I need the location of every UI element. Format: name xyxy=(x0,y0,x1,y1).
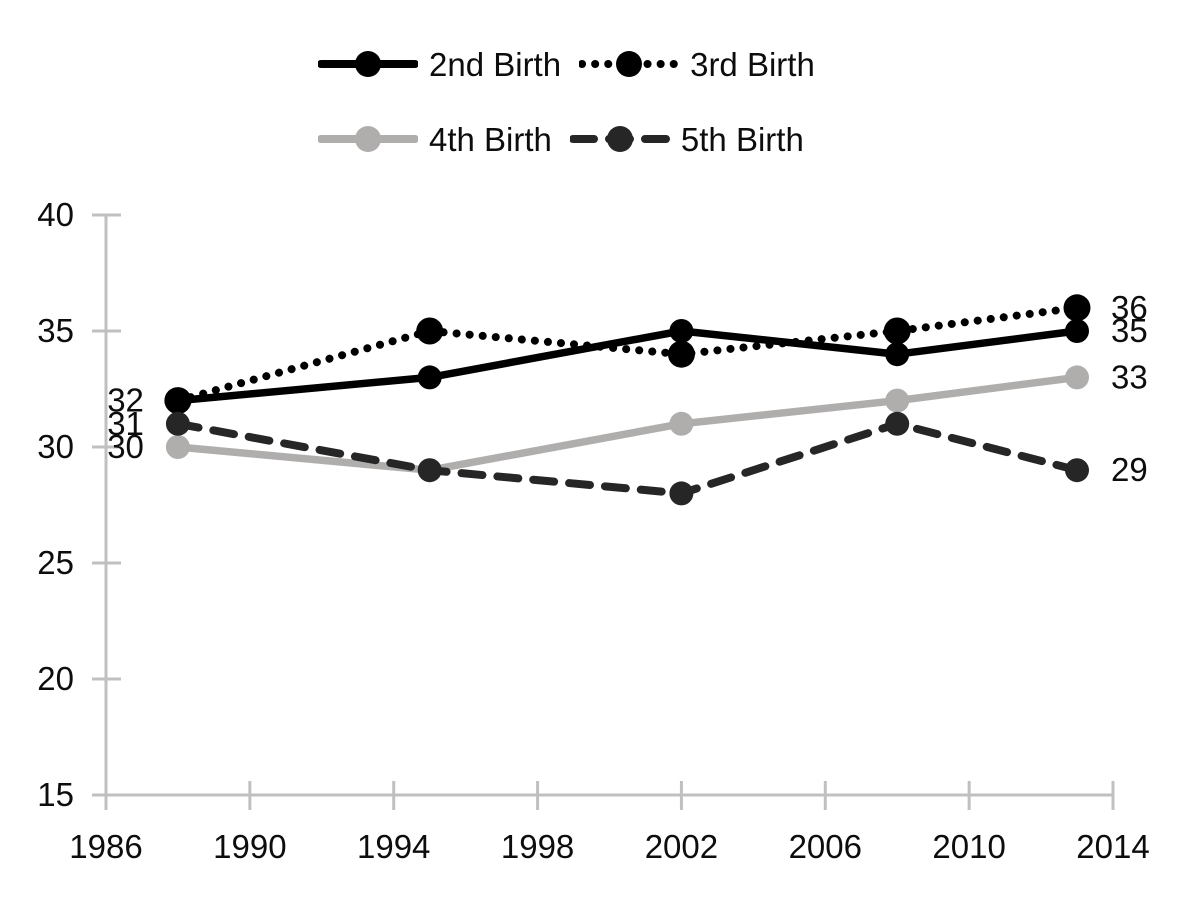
data-point-marker xyxy=(669,481,694,506)
y-tick-label-20: 20 xyxy=(37,660,74,697)
y-axis: 15 20 25 30 35 40 xyxy=(37,196,121,813)
data-point-marker xyxy=(1065,458,1089,483)
legend-item-5th-birth: 5th Birth xyxy=(569,120,804,158)
legend-label-3rd-birth: 3rd Birth xyxy=(690,45,815,83)
data-point-marker xyxy=(669,411,694,436)
chart-legend: 2nd Birth 3rd Birth 4th Birth xyxy=(318,42,815,161)
x-tick-label-1998: 1998 xyxy=(501,828,574,865)
legend-label-2nd-birth: 2nd Birth xyxy=(429,45,562,83)
legend-item-3rd-birth: 3rd Birth xyxy=(579,48,815,81)
x-tick-label-2002: 2002 xyxy=(645,828,718,865)
data-point-marker xyxy=(165,411,190,436)
x-tick-label-1986: 1986 xyxy=(69,828,142,865)
start-value-label-4th-birth: 30 xyxy=(107,428,144,465)
legend-label-4th-birth: 4th Birth xyxy=(429,120,552,158)
series-3rd-birth: 36 xyxy=(164,289,1148,415)
data-point-marker xyxy=(417,365,442,390)
legend-swatch-solid-gray xyxy=(318,126,418,152)
legend-item-2nd-birth: 2nd Birth xyxy=(318,48,561,81)
series-5th-birth: 31 29 xyxy=(107,405,1148,506)
legend-swatch-solid-black xyxy=(318,51,418,77)
data-point-marker xyxy=(1063,294,1091,322)
legend-swatch-dashed-dark xyxy=(569,126,670,152)
y-tick-label-35: 35 xyxy=(37,312,74,349)
data-point-marker xyxy=(669,319,694,343)
data-point-marker xyxy=(164,387,192,415)
end-value-label-4th-birth: 33 xyxy=(1111,358,1148,395)
data-point-marker xyxy=(885,411,910,436)
data-point-marker xyxy=(1065,365,1089,390)
data-point-marker xyxy=(417,458,442,483)
x-tick-label-2006: 2006 xyxy=(789,828,862,865)
y-tick-label-15: 15 xyxy=(37,776,74,813)
legend-swatch-dotted-black xyxy=(579,51,680,77)
data-point-marker xyxy=(667,340,695,368)
end-value-label-2nd-birth: 35 xyxy=(1111,312,1148,349)
data-point-marker xyxy=(1065,319,1089,343)
x-tick-label-2010: 2010 xyxy=(932,828,1005,865)
start-value-label-2nd-birth: 32 xyxy=(107,382,144,419)
series-line-2nd-birth xyxy=(174,327,1081,405)
x-axis: 1986 1990 1994 1998 2002 2006 2010 2014 xyxy=(69,781,1150,865)
legend-row-1: 2nd Birth 3rd Birth xyxy=(318,42,815,86)
x-tick-label-1990: 1990 xyxy=(213,828,286,865)
series-2nd-birth: 32 35 xyxy=(107,312,1148,419)
x-tick-label-1994: 1994 xyxy=(357,828,430,865)
legend-item-4th-birth: 4th Birth xyxy=(318,123,552,156)
data-point-marker xyxy=(165,435,190,459)
y-tick-label-30: 30 xyxy=(37,428,74,465)
y-tick-label-40: 40 xyxy=(37,196,74,233)
data-point-marker xyxy=(883,317,911,345)
legend-row-2: 4th Birth 5th Birth xyxy=(318,117,815,161)
legend-label-5th-birth: 5th Birth xyxy=(680,120,804,158)
y-tick-label-25: 25 xyxy=(37,544,74,581)
data-point-marker xyxy=(885,388,910,413)
data-point-marker xyxy=(416,317,444,345)
data-point-marker xyxy=(885,342,910,367)
end-value-label-5th-birth: 29 xyxy=(1111,451,1148,488)
end-value-label-3rd-birth: 36 xyxy=(1111,289,1148,326)
start-value-label-5th-birth: 31 xyxy=(107,405,144,442)
x-tick-label-2014: 2014 xyxy=(1076,828,1149,865)
